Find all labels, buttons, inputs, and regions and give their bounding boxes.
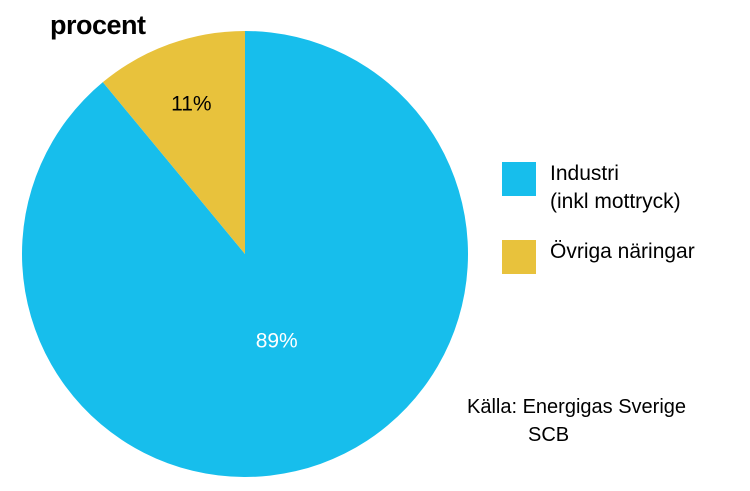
legend-label-industri-line-2: (inkl mottryck) <box>550 190 681 213</box>
legend-label-industri-line-1: Industri <box>550 162 619 185</box>
legend-swatch-ovriga <box>502 240 536 274</box>
source-line-2: SCB <box>528 424 570 446</box>
pie-value-label-industri: 89% <box>256 330 298 353</box>
pie-value-label-ovriga: 11% <box>171 93 211 116</box>
pie-slice-industri <box>21 31 469 477</box>
source-line-1: Källa: Energigas Sverige <box>467 396 687 418</box>
legend: Industri (inkl mottryck) Övriga näringar <box>502 160 742 274</box>
legend-item-industri: Industri (inkl mottryck) <box>502 160 742 216</box>
legend-label-ovriga: Övriga näringar <box>550 240 695 263</box>
pie-slice-ovriga <box>102 31 245 254</box>
source-note: Källa: Energigas Sverige SCB <box>467 393 686 449</box>
chart-title: procent <box>50 10 146 40</box>
legend-swatch-industri <box>502 162 536 196</box>
legend-item-ovriga: Övriga näringar <box>502 238 742 274</box>
